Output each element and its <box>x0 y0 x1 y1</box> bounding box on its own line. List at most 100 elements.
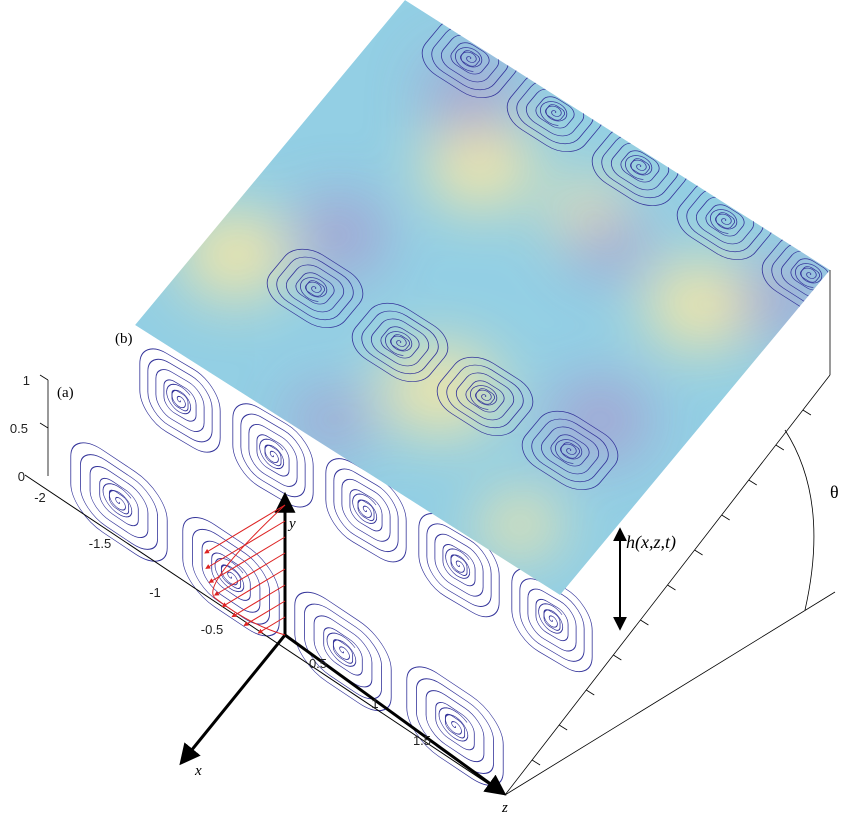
streamline <box>155 369 205 432</box>
z-tick-label: 1.5 <box>413 733 431 748</box>
streamline <box>535 598 569 642</box>
streamline <box>705 204 745 237</box>
tick-mark <box>531 759 541 766</box>
streamline <box>540 426 600 475</box>
streamline <box>333 468 399 553</box>
streamline <box>182 517 280 637</box>
axis-y: y <box>287 516 296 532</box>
axes <box>24 270 836 796</box>
streamline <box>442 544 476 587</box>
tick-mark <box>586 689 595 696</box>
label-b: (b) <box>115 331 133 347</box>
streamline <box>555 439 583 464</box>
streamline <box>435 701 475 751</box>
vortex-cell <box>436 356 534 436</box>
streamline <box>139 348 221 453</box>
tick-mark <box>748 479 757 486</box>
streamline <box>163 379 197 422</box>
vortex-cell <box>351 302 449 382</box>
y-tick-label: 0 <box>18 469 25 484</box>
streamline <box>465 380 505 413</box>
z-tick-label: -2 <box>34 490 46 505</box>
streamline <box>625 155 653 180</box>
streamline <box>385 331 413 356</box>
tick-mark <box>640 619 649 626</box>
streamline <box>70 442 168 562</box>
streamline <box>550 434 590 467</box>
z-tick-label: -1 <box>149 585 161 600</box>
z-tick-label: -1.5 <box>89 536 111 551</box>
tick-mark <box>667 584 676 591</box>
streamline <box>620 150 660 183</box>
streamline <box>450 42 490 75</box>
tick-mark <box>802 409 812 416</box>
streamline <box>535 96 575 129</box>
streamline <box>438 707 469 742</box>
y-tick-label: 1 <box>23 373 30 388</box>
streamline <box>470 385 498 410</box>
streamline <box>232 403 314 508</box>
height-label: h(x,z,t) <box>626 532 676 553</box>
vortex-cell <box>232 403 314 508</box>
streamline <box>761 234 830 314</box>
streamline <box>323 627 363 676</box>
streamline <box>295 272 335 305</box>
velocity-arrow <box>208 536 286 583</box>
streamline <box>455 47 483 72</box>
streamline <box>426 523 492 607</box>
streamline <box>434 533 484 597</box>
streamline <box>352 493 378 524</box>
streamline <box>147 358 213 443</box>
streamline <box>166 383 192 415</box>
streamline <box>540 101 568 126</box>
angle-label: θ <box>830 482 839 502</box>
streamline <box>256 434 290 477</box>
streamline <box>304 603 382 700</box>
axis-z: z <box>501 800 508 814</box>
y-tick-label: 0.5 <box>10 421 28 436</box>
streamline <box>300 277 328 302</box>
vortex-cell <box>294 591 392 712</box>
streamline <box>276 256 354 321</box>
streamline <box>102 483 133 518</box>
streamline <box>531 418 609 483</box>
streamline <box>89 466 149 539</box>
streamline <box>80 454 158 550</box>
velocity-arrow <box>243 600 286 626</box>
streamline <box>99 477 139 527</box>
streamline <box>406 666 504 786</box>
streamline <box>370 318 430 367</box>
streamline <box>710 209 738 234</box>
tick-mark <box>775 444 785 451</box>
axis-x: x <box>194 763 202 779</box>
streamline <box>380 326 420 359</box>
tick-mark <box>694 549 703 556</box>
z-tick-label: 1 <box>371 696 378 711</box>
z-tick-label: 0.5 <box>309 656 327 671</box>
streamline <box>521 410 619 490</box>
streamline <box>285 264 345 313</box>
tick-mark <box>558 724 568 731</box>
tick-mark <box>613 654 622 661</box>
velocity-arrow <box>257 616 286 634</box>
vortex-cell <box>70 442 168 562</box>
streamline <box>266 248 364 328</box>
streamline <box>351 302 449 382</box>
streamline <box>341 478 391 542</box>
label-a: (a) <box>57 385 74 401</box>
streamline <box>455 372 515 421</box>
velocity-arrow <box>221 568 286 608</box>
z-tick-label: -0.5 <box>201 622 223 637</box>
streamlines <box>70 348 593 786</box>
streamline <box>538 603 564 634</box>
tick-mark <box>721 514 730 521</box>
streamline <box>527 588 577 652</box>
velocity-arrow <box>204 504 286 554</box>
streamline <box>259 438 285 470</box>
streamline <box>326 632 357 667</box>
free-surface <box>135 0 830 595</box>
vortex-cell <box>139 348 221 453</box>
streamline <box>361 310 439 375</box>
vortex-cell <box>406 666 504 786</box>
velocity-profile <box>204 504 286 636</box>
